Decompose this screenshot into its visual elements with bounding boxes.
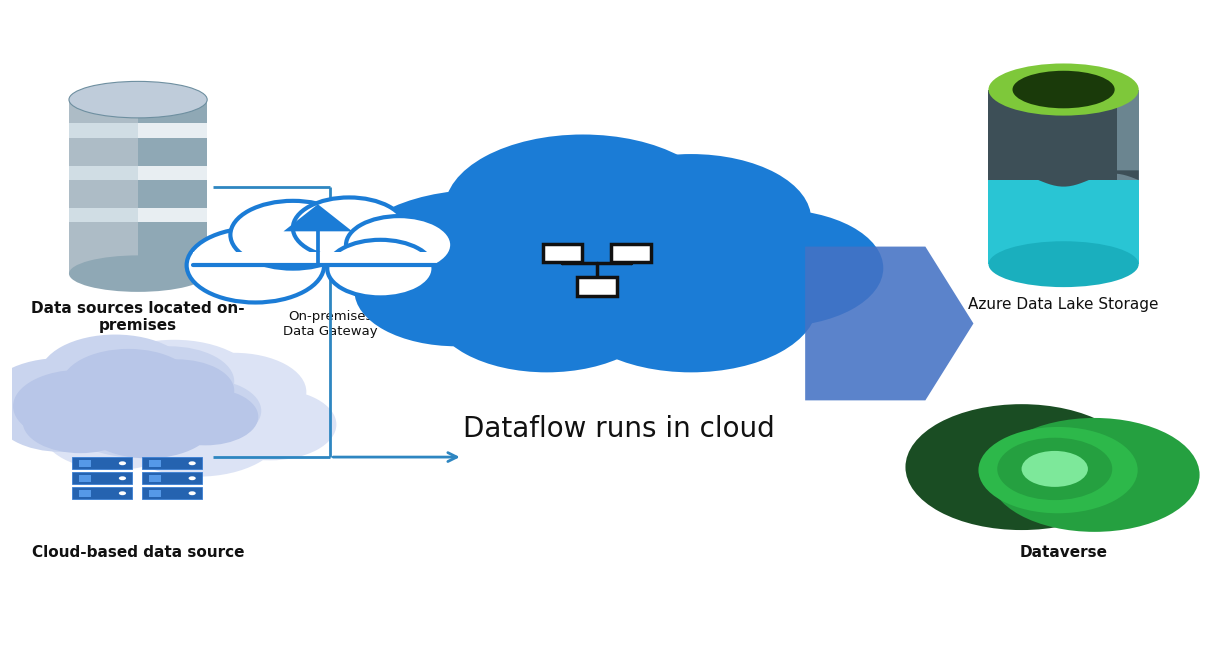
Polygon shape [138, 123, 207, 138]
Circle shape [162, 353, 307, 431]
FancyBboxPatch shape [72, 457, 132, 469]
FancyBboxPatch shape [141, 487, 202, 500]
Polygon shape [69, 123, 138, 138]
Circle shape [571, 154, 811, 284]
Ellipse shape [69, 255, 207, 292]
Circle shape [189, 477, 196, 480]
Circle shape [90, 340, 258, 431]
Circle shape [0, 358, 136, 440]
Polygon shape [69, 166, 138, 180]
Circle shape [105, 346, 234, 416]
Circle shape [119, 359, 234, 422]
Text: On-premises
Data Gateway: On-premises Data Gateway [283, 310, 378, 339]
Polygon shape [69, 100, 138, 274]
Polygon shape [138, 100, 207, 274]
Circle shape [41, 392, 186, 470]
Circle shape [186, 228, 324, 302]
Circle shape [119, 461, 125, 465]
Polygon shape [149, 490, 161, 497]
Polygon shape [284, 204, 352, 232]
Polygon shape [805, 247, 973, 401]
Circle shape [119, 477, 125, 480]
Circle shape [61, 349, 196, 422]
Circle shape [667, 209, 883, 327]
Text: Cloud-based data source: Cloud-based data source [32, 545, 245, 560]
Circle shape [445, 135, 721, 284]
Polygon shape [138, 208, 207, 222]
Text: Data sources located on-
premises: Data sources located on- premises [32, 301, 245, 333]
Polygon shape [989, 180, 1139, 264]
Circle shape [565, 236, 817, 372]
Circle shape [432, 249, 661, 372]
Circle shape [354, 236, 559, 346]
FancyBboxPatch shape [542, 244, 582, 263]
Ellipse shape [69, 81, 207, 118]
Circle shape [80, 385, 216, 459]
Circle shape [39, 335, 191, 416]
Circle shape [230, 201, 356, 269]
Polygon shape [989, 170, 1139, 187]
Circle shape [998, 438, 1112, 500]
Circle shape [13, 370, 147, 443]
Circle shape [152, 388, 258, 446]
Text: Dataflow runs in cloud: Dataflow runs in cloud [463, 414, 775, 443]
Circle shape [292, 197, 406, 259]
Polygon shape [79, 475, 91, 482]
Text: Dataverse: Dataverse [1019, 545, 1107, 560]
Polygon shape [192, 251, 436, 265]
Circle shape [989, 418, 1200, 532]
Polygon shape [149, 475, 161, 482]
Circle shape [1022, 451, 1088, 487]
Circle shape [905, 404, 1138, 530]
Circle shape [143, 379, 262, 443]
Circle shape [61, 376, 213, 458]
Polygon shape [79, 459, 91, 467]
Ellipse shape [989, 242, 1139, 287]
Circle shape [205, 389, 336, 460]
FancyBboxPatch shape [72, 487, 132, 500]
Circle shape [30, 366, 199, 457]
Polygon shape [138, 166, 207, 180]
Circle shape [328, 240, 434, 298]
Circle shape [978, 427, 1138, 513]
Circle shape [114, 385, 283, 477]
Circle shape [189, 491, 196, 495]
Polygon shape [989, 90, 1139, 264]
FancyBboxPatch shape [577, 277, 616, 296]
Circle shape [189, 461, 196, 465]
Ellipse shape [1012, 71, 1114, 108]
Circle shape [0, 381, 125, 452]
Circle shape [119, 491, 125, 495]
Polygon shape [1117, 90, 1139, 264]
Text: Azure Data Lake Storage: Azure Data Lake Storage [968, 298, 1158, 312]
Polygon shape [149, 459, 161, 467]
Circle shape [23, 391, 138, 453]
FancyBboxPatch shape [141, 457, 202, 469]
Polygon shape [69, 208, 138, 222]
Polygon shape [79, 490, 91, 497]
FancyBboxPatch shape [611, 244, 650, 263]
Ellipse shape [989, 63, 1139, 116]
FancyBboxPatch shape [141, 472, 202, 484]
Circle shape [346, 216, 452, 274]
FancyBboxPatch shape [72, 472, 132, 484]
Circle shape [342, 190, 619, 340]
